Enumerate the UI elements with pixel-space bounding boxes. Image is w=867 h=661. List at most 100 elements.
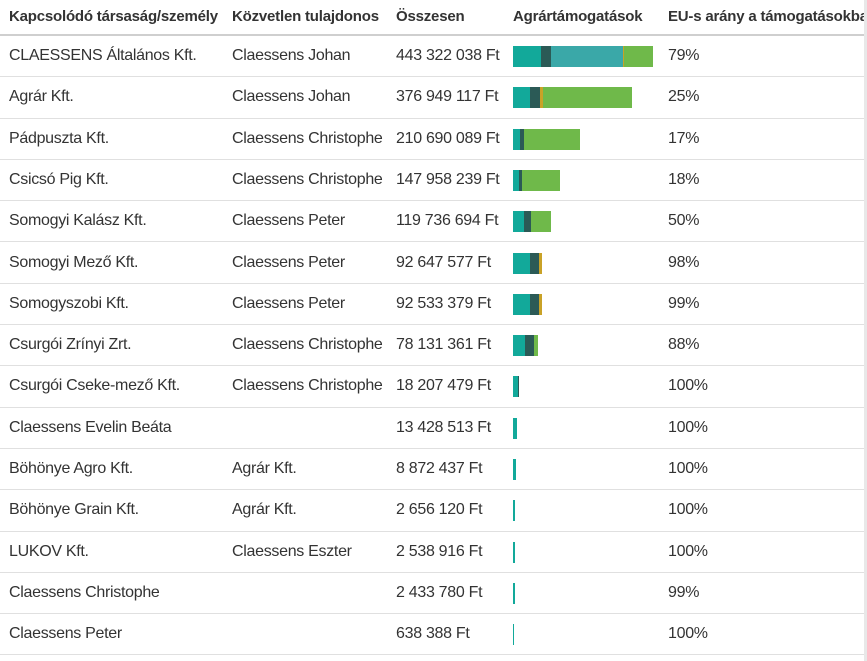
eu-share: 79% — [668, 47, 700, 64]
total-amount: 2 538 916 Ft — [396, 542, 483, 560]
total-amount: 92 533 379 Ft — [396, 294, 491, 312]
header-agri[interactable]: Agrártámogatások — [513, 8, 643, 25]
eu-share: 18% — [668, 170, 700, 188]
bar-segment-0 — [513, 376, 518, 398]
bar-segment-1 — [525, 335, 534, 357]
header-company[interactable]: Kapcsolódó társaság/személy — [9, 8, 218, 25]
table-row[interactable]: Csurgói Cseke-mező Kft. Claessens Christo… — [0, 366, 867, 408]
bar-segment-0 — [513, 293, 530, 315]
bar-segment-0 — [513, 624, 514, 646]
agri-subsidy-bar — [513, 128, 580, 150]
eu-share: 99% — [668, 583, 700, 601]
agri-subsidy-bar — [513, 582, 515, 604]
eu-share: 25% — [668, 88, 700, 106]
bar-segment-4 — [531, 211, 551, 233]
table-row[interactable]: Somogyszobi Kft. Claessens Peter 92 533 37… — [0, 284, 867, 326]
scroll-edge — [864, 0, 867, 661]
company-name: Claessens Christophe — [9, 583, 160, 601]
agri-subsidy-bar — [513, 87, 632, 109]
table-row[interactable]: Böhönye Grain Kft. Agrár Kft. 2 656 120 Ft… — [0, 490, 867, 532]
total-amount: 119 736 694 Ft — [396, 212, 499, 230]
owner-name: Claessens Peter — [232, 212, 345, 230]
bar-segment-1 — [519, 169, 522, 191]
bar-segment-1 — [530, 87, 540, 109]
bar-segment-1 — [518, 376, 519, 398]
owner-name: Claessens Eszter — [232, 542, 352, 560]
company-name: Claessens Evelin Beáta — [9, 418, 172, 436]
bar-segment-1 — [524, 211, 531, 233]
total-amount: 376 949 117 Ft — [396, 88, 499, 106]
eu-share: 100% — [668, 460, 708, 477]
total-amount: 18 207 479 Ft — [396, 377, 491, 395]
company-name: Böhönye Agro Kft. — [9, 460, 133, 477]
owner-name: Claessens Peter — [232, 294, 345, 312]
total-amount: 8 872 437 Ft — [396, 460, 483, 477]
bar-segment-4 — [543, 87, 632, 109]
agri-subsidy-bar — [513, 459, 516, 480]
agri-subsidy-bar — [513, 46, 653, 67]
table-row[interactable]: Csicsó Pig Kft. Claessens Christophe 147 9… — [0, 160, 867, 202]
total-amount: 13 428 513 Ft — [396, 418, 491, 436]
agri-subsidy-bar — [513, 211, 551, 233]
bar-segment-4 — [534, 335, 538, 357]
table-row[interactable]: Claessens Peter 638 388 Ft 100% — [0, 614, 867, 656]
table-row[interactable]: CLAESSENS Általános Kft. Claessens Johan 4… — [0, 36, 867, 78]
bar-segment-1 — [530, 293, 539, 315]
eu-share: 98% — [668, 253, 700, 271]
header-eu-share[interactable]: EU-s arány a támogatásokba — [668, 8, 867, 25]
bar-segment-1 — [541, 46, 551, 67]
header-owner[interactable]: Közvetlen tulajdonos — [232, 8, 379, 25]
bar-segment-3 — [539, 293, 542, 315]
table-row[interactable]: Claessens Christophe 2 433 780 Ft 99% — [0, 573, 867, 615]
table-row[interactable]: LUKOV Kft. Claessens Eszter 2 538 916 Ft 10… — [0, 532, 867, 573]
owner-name: Claessens Johan — [232, 47, 351, 64]
company-name: Csurgói Cseke-mező Kft. — [9, 377, 180, 395]
agri-subsidy-bar — [513, 335, 538, 357]
bar-segment-0 — [513, 417, 517, 439]
table-row[interactable]: Böhönye Agro Kft. Agrár Kft. 8 872 437 Ft 1… — [0, 449, 867, 491]
table-row[interactable]: Somogyi Kalász Kft. Claessens Peter 119 73… — [0, 201, 867, 243]
eu-share: 100% — [668, 625, 708, 643]
total-amount: 147 958 239 Ft — [396, 170, 500, 188]
table-row[interactable]: Somogyi Mező Kft. Claessens Peter 92 647 5… — [0, 243, 867, 284]
agri-subsidy-bar — [513, 252, 542, 274]
bar-segment-1 — [530, 252, 539, 274]
company-name: Somogyszobi Kft. — [9, 294, 129, 312]
company-name: Somogyi Kalász Kft. — [9, 212, 147, 230]
owner-name: Claessens Christophe — [232, 377, 383, 395]
owner-name: Claessens Christophe — [232, 336, 383, 354]
bar-segment-3 — [539, 252, 542, 274]
eu-share: 100% — [668, 501, 708, 519]
bar-segment-2 — [551, 46, 623, 67]
owner-name: Claessens Christophe — [232, 170, 383, 188]
agri-subsidy-bar — [513, 624, 514, 646]
bar-segment-0 — [513, 582, 515, 604]
company-name: Csurgói Zrínyi Zrt. — [9, 336, 132, 354]
company-name: Claessens Peter — [9, 625, 122, 643]
table-row[interactable]: Agrár Kft. Claessens Johan 376 949 117 Ft 2… — [0, 77, 867, 119]
bar-segment-0 — [513, 169, 519, 191]
agri-subsidy-bar — [513, 293, 542, 315]
bar-segment-4 — [524, 128, 580, 150]
owner-name: Agrár Kft. — [232, 501, 297, 519]
bar-segment-0 — [513, 87, 530, 109]
eu-share: 99% — [668, 294, 700, 312]
table-row[interactable]: Claessens Evelin Beáta 13 428 513 Ft 100% — [0, 408, 867, 449]
bar-segment-4 — [624, 46, 653, 67]
owner-name: Claessens Christophe — [232, 129, 383, 147]
bar-segment-0 — [513, 335, 525, 357]
total-amount: 92 647 577 Ft — [396, 253, 491, 271]
eu-share: 17% — [668, 129, 700, 147]
bar-segment-0 — [513, 46, 541, 67]
bar-segment-0 — [513, 211, 524, 233]
company-name: Agrár Kft. — [9, 88, 74, 106]
bar-segment-0 — [513, 252, 530, 274]
total-amount: 443 322 038 Ft — [396, 47, 500, 64]
table-row[interactable]: Pádpuszta Kft. Claessens Christophe 210 69… — [0, 119, 867, 160]
bar-segment-1 — [520, 128, 524, 150]
company-name: Böhönye Grain Kft. — [9, 501, 139, 519]
header-total[interactable]: Összesen — [396, 8, 465, 25]
table-row[interactable]: Csurgói Zrínyi Zrt. Claessens Christophe 7… — [0, 325, 867, 367]
eu-share: 100% — [668, 542, 708, 560]
